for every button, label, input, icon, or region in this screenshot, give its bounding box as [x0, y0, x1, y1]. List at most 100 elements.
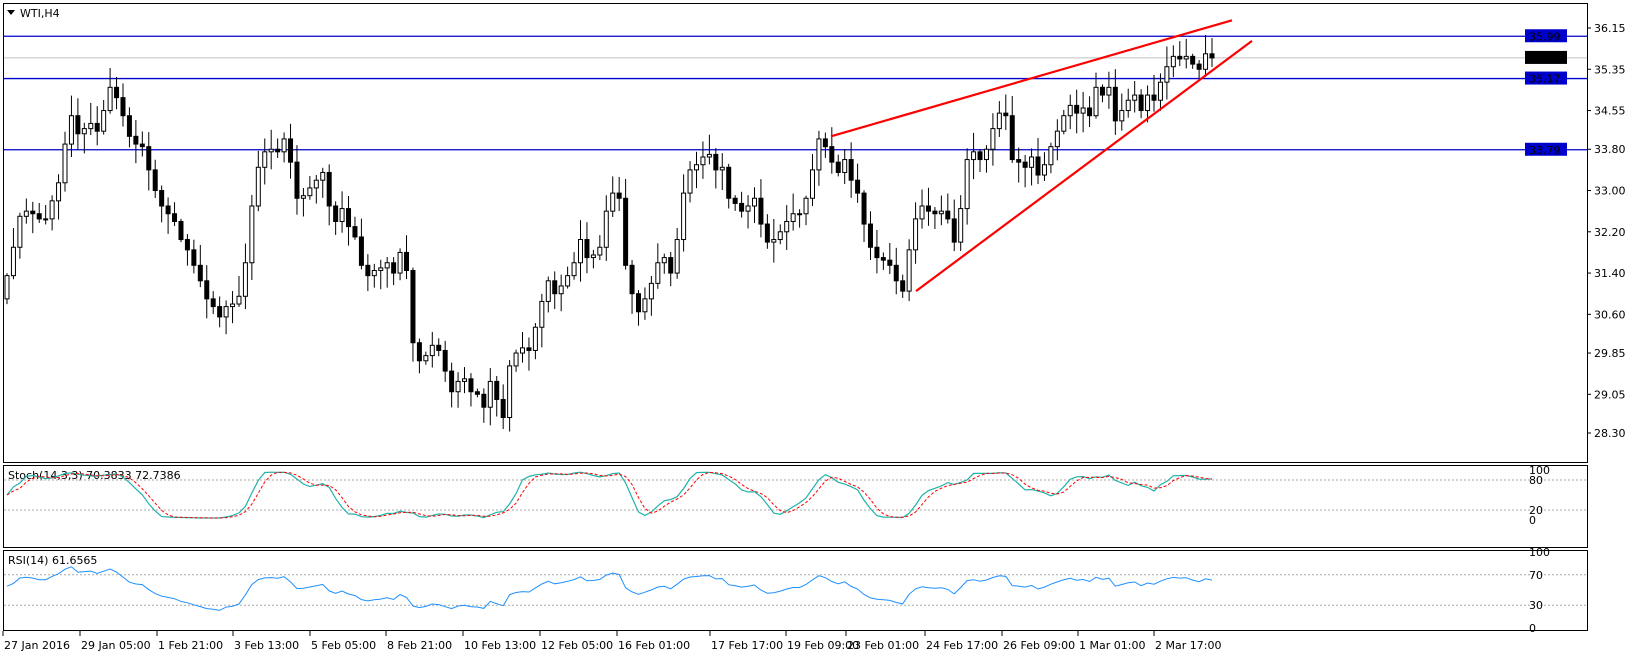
time-tick-label: 2 Mar 17:00	[1155, 639, 1221, 652]
bear-candle	[191, 249, 197, 266]
bull-candle	[520, 347, 526, 354]
wedge-trendlines	[830, 19, 1253, 293]
bull-candle	[803, 197, 809, 215]
bear-candle	[668, 257, 674, 274]
bear-candle	[500, 398, 506, 419]
bull-candle	[339, 208, 345, 222]
bull-candle	[68, 115, 74, 145]
rsi-tick-label: 30	[1529, 599, 1543, 612]
bear-candle	[526, 347, 532, 351]
bull-candle	[816, 138, 822, 171]
bear-candle	[552, 280, 558, 295]
bear-candle	[758, 197, 764, 225]
bear-candle	[468, 378, 474, 393]
rsi-label: RSI(14) 61.6565	[8, 554, 97, 567]
price-tick-label: 31.40	[1594, 267, 1626, 280]
bear-candle	[861, 192, 867, 225]
time-tick-label: 5 Feb 05:00	[311, 639, 376, 652]
bull-candle	[693, 164, 699, 171]
bear-candle	[416, 342, 422, 362]
bear-candle	[120, 97, 126, 117]
bear-candle	[474, 391, 480, 395]
time-tick-label: 26 Feb 09:00	[1003, 639, 1075, 652]
price-axis: 36.15 35.35 34.55 33.80 33.00 32.20 31.40 30.60…	[1587, 22, 1626, 440]
bear-candle	[197, 264, 203, 282]
time-tick-label: 8 Feb 21:00	[387, 639, 452, 652]
bull-candle	[313, 179, 319, 189]
rsi-panel-frame	[3, 550, 1588, 631]
bear-candle	[436, 344, 442, 351]
bull-candle	[971, 151, 977, 161]
bear-candle	[732, 197, 738, 204]
bull-candle	[62, 143, 68, 184]
bear-candle	[217, 306, 223, 318]
bear-candle	[159, 190, 165, 207]
rsi-tick-label: 70	[1529, 569, 1543, 582]
bull-candle	[300, 195, 306, 199]
level-price-tag	[1525, 142, 1567, 156]
bull-candle	[532, 326, 538, 351]
bear-candle	[30, 210, 36, 215]
bull-candle	[429, 344, 435, 357]
triangle-down-icon[interactable]	[7, 10, 15, 15]
bear-candle	[449, 370, 455, 393]
bear-candle	[1151, 94, 1157, 101]
price-tick-label: 32.20	[1594, 226, 1626, 239]
stoch-tick-label: 20	[1529, 504, 1543, 517]
bear-candle	[739, 202, 745, 212]
bull-candle	[423, 355, 429, 362]
bear-candle	[829, 146, 835, 163]
time-tick-label: 1 Mar 01:00	[1079, 639, 1145, 652]
bear-candle	[352, 226, 358, 238]
trendline	[830, 19, 1233, 138]
bear-candle	[294, 161, 300, 199]
bull-candle	[249, 205, 255, 264]
bull-candle	[107, 86, 113, 112]
level-price-tag	[1525, 29, 1567, 43]
bear-candle	[210, 298, 216, 308]
stoch-main-line	[6, 471, 1213, 519]
bear-candle	[945, 210, 951, 220]
bear-candle	[326, 171, 332, 207]
price-panel-frame	[3, 3, 1588, 463]
price-tick-label: 29.85	[1594, 347, 1626, 360]
bull-candle	[558, 285, 564, 295]
bear-candle	[410, 269, 416, 344]
bear-candle	[855, 179, 861, 194]
stoch-tick-label: 100	[1529, 464, 1550, 477]
bull-candle	[56, 182, 62, 202]
bull-candle	[236, 295, 242, 305]
trendline	[915, 40, 1253, 293]
time-tick-label: 10 Feb 13:00	[464, 639, 536, 652]
bear-candle	[822, 138, 828, 148]
time-tick-label: 24 Feb 17:00	[926, 639, 998, 652]
bear-candle	[1112, 86, 1118, 122]
price-tick-label: 33.80	[1594, 143, 1626, 156]
bull-candle	[578, 239, 584, 264]
bear-candle	[1196, 63, 1202, 70]
candlestick-series	[4, 34, 1215, 432]
time-tick-label: 19 Feb 09:00	[787, 639, 859, 652]
price-tick-label: 29.05	[1594, 388, 1626, 401]
bull-candle	[565, 275, 571, 287]
bear-candle	[204, 280, 210, 300]
bull-candle	[4, 275, 10, 300]
bear-candle	[1009, 115, 1015, 161]
bull-candle	[842, 159, 848, 173]
bull-candle	[513, 352, 519, 367]
bull-candle	[88, 122, 94, 130]
bull-candle	[462, 378, 468, 382]
bull-candle	[571, 262, 577, 277]
bull-candle	[996, 112, 1002, 130]
bull-candle	[1203, 53, 1209, 70]
bear-candle	[146, 146, 152, 171]
bull-candle	[913, 218, 919, 251]
bear-candle	[94, 122, 100, 132]
level-price-label: 35.99	[1529, 30, 1561, 43]
bull-candle	[687, 169, 693, 194]
bear-candle	[623, 197, 629, 266]
bear-candle	[1099, 86, 1105, 96]
bull-candle	[242, 262, 248, 297]
